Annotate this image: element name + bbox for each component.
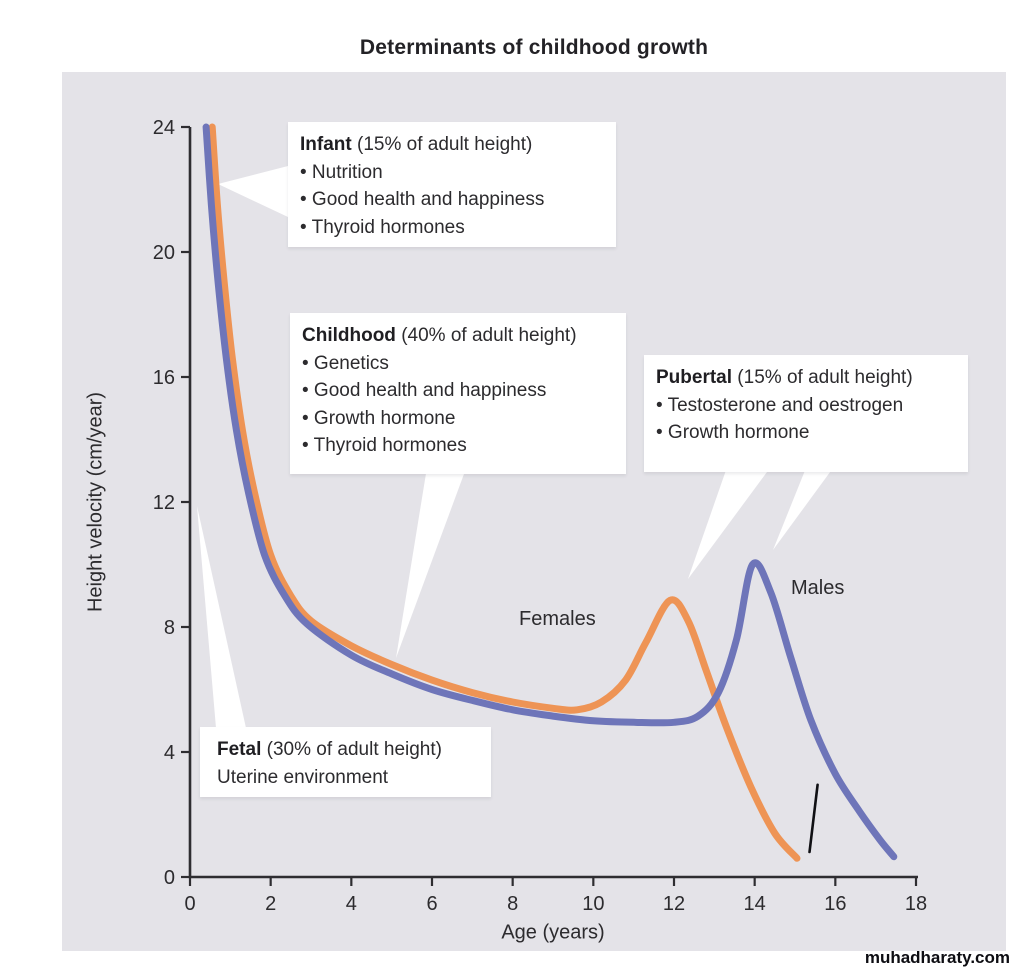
- females-series-label: Females: [519, 608, 596, 630]
- bullet-item: • Testosterone and oestrogen: [656, 394, 904, 416]
- callout-wedge-pubertal-males: [773, 453, 844, 550]
- x-tick-label: 10: [582, 893, 604, 915]
- bullet-item: • Good health and happiness: [302, 380, 547, 401]
- x-tick-label: 8: [507, 893, 518, 915]
- x-axis-label: Age (years): [501, 921, 605, 944]
- callout-wedge-fetal: [197, 506, 246, 728]
- annotation-infant-bullets: • Nutrition • Good health and happiness • …: [300, 159, 604, 242]
- y-tick-label: 16: [153, 367, 175, 389]
- x-tick-label: 16: [824, 893, 846, 915]
- y-tick-label: 24: [153, 117, 175, 139]
- annotation-box-childhood: Childhood (40% of adult height) • Geneti…: [290, 313, 626, 474]
- x-tick-label: 18: [905, 893, 927, 915]
- males-curve: [202, 123, 898, 861]
- figure-title: Determinants of childhood growth: [359, 36, 709, 59]
- annotation-box-infant: Infant (15% of adult height) • Nutrition…: [288, 122, 616, 247]
- annotation-box-pubertal: Pubertal (15% of adult height) • Testost…: [644, 355, 968, 472]
- bullet-item: • Thyroid hormones: [302, 435, 467, 456]
- bullet-item: • Growth hormone: [302, 407, 456, 429]
- x-tick-label: 6: [426, 893, 437, 915]
- x-tick-label: 2: [265, 893, 276, 915]
- females-curve: [208, 123, 801, 862]
- annotation-fetal-heading: Fetal (30% of adult height): [217, 739, 442, 760]
- annotation-mark-line: [808, 783, 819, 854]
- callout-wedge-childhood: [396, 455, 471, 658]
- callout-wedge-pubertal-females: [688, 453, 781, 579]
- bullet-item: • Good health and happiness: [300, 189, 545, 210]
- annotation-fetal-body: Uterine environment: [217, 766, 389, 788]
- bullet-item: • Thyroid hormones: [300, 216, 465, 238]
- bullet-item: • Nutrition: [300, 161, 383, 183]
- annotation-infant-heading: Infant (15% of adult height): [300, 134, 533, 155]
- annotation-childhood-heading: Childhood (40% of adult height): [302, 325, 577, 346]
- x-tick-label: 0: [184, 893, 195, 915]
- males-series-label: Males: [791, 577, 845, 599]
- y-tick-label: 8: [164, 617, 175, 639]
- annotation-box-fetal: Fetal (30% of adult height) Uterine envi…: [200, 727, 491, 797]
- annotation-pubertal-bullets: • Testosterone and oestrogen • Growth hor…: [656, 392, 956, 447]
- x-tick-label: 4: [346, 893, 357, 915]
- callout-wedge-infant: [218, 166, 288, 217]
- y-tick-label: 4: [164, 742, 175, 764]
- x-tick-label: 14: [744, 893, 766, 915]
- bullet-item: • Genetics: [302, 352, 389, 374]
- y-axis-label: Height velocity (cm/year): [84, 391, 107, 613]
- bullet-item: • Growth hormone: [656, 422, 810, 443]
- y-tick-label: 0: [164, 867, 175, 889]
- y-tick-label: 12: [153, 492, 175, 514]
- watermark: muhadharaty.com: [864, 948, 1010, 967]
- annotation-childhood-bullets: • Genetics • Good health and happiness • G…: [302, 350, 614, 460]
- x-tick-label: 12: [663, 893, 685, 915]
- annotation-pubertal-heading: Pubertal (15% of adult height): [656, 367, 913, 388]
- y-tick-label: 20: [153, 242, 175, 264]
